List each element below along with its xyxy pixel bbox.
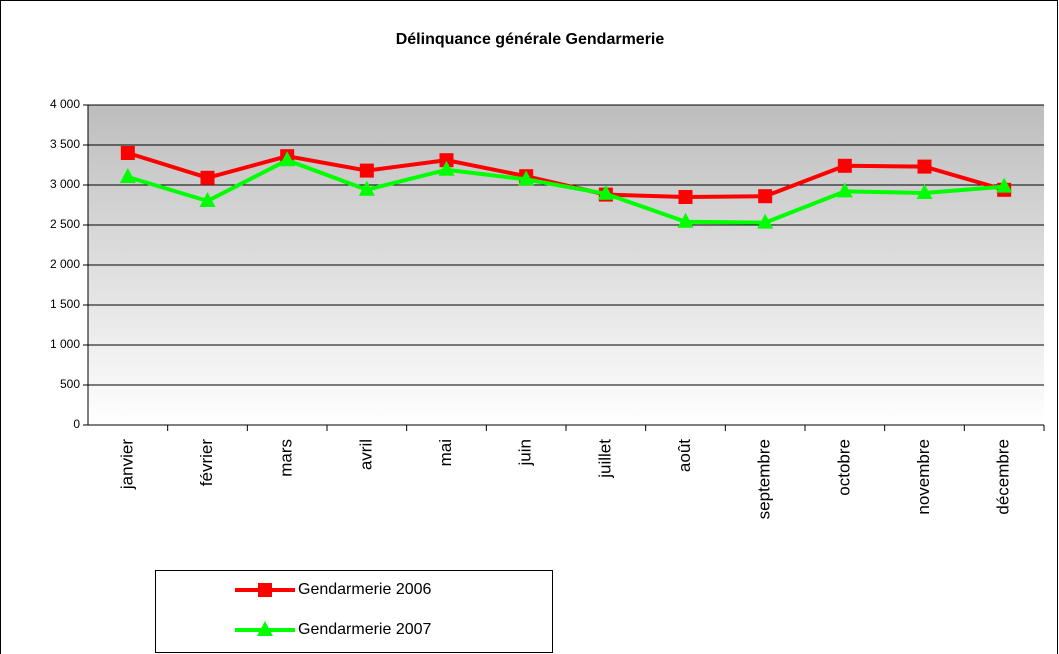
point bbox=[119, 168, 136, 183]
legend-label: Gendarmerie 2007 bbox=[298, 621, 432, 638]
point bbox=[836, 182, 853, 198]
point bbox=[597, 184, 614, 200]
x-tick-label: novembre bbox=[914, 439, 933, 515]
x-tick-label: mai bbox=[436, 439, 455, 466]
x-tick-label: septembre bbox=[755, 439, 774, 519]
x-tick-label: juin bbox=[516, 439, 535, 466]
point bbox=[678, 190, 693, 204]
y-tick-label: 2 500 bbox=[50, 217, 80, 231]
x-tick-label: décembre bbox=[994, 439, 1013, 515]
legend-marker bbox=[258, 583, 272, 597]
point bbox=[518, 170, 535, 186]
chart-title: Délinquance générale Gendarmerie bbox=[396, 31, 665, 48]
y-tick-label: 1 500 bbox=[50, 297, 80, 311]
legend bbox=[155, 570, 553, 653]
point bbox=[120, 146, 135, 160]
y-tick-label: 500 bbox=[60, 377, 80, 391]
x-tick-label: février bbox=[197, 439, 216, 487]
x-tick-label: mars bbox=[277, 439, 296, 477]
point bbox=[199, 192, 216, 207]
y-tick-label: 4 000 bbox=[50, 97, 80, 111]
legend-label: Gendarmerie 2006 bbox=[298, 581, 432, 598]
y-tick-label: 1 000 bbox=[50, 337, 80, 351]
y-tick-label: 2 000 bbox=[50, 257, 80, 271]
y-tick-label: 3 000 bbox=[50, 177, 80, 191]
point bbox=[758, 189, 773, 204]
x-tick-label: octobre bbox=[834, 439, 853, 496]
point bbox=[438, 160, 455, 176]
point bbox=[916, 184, 933, 199]
series-line bbox=[127, 158, 1005, 225]
point bbox=[677, 212, 694, 228]
point bbox=[837, 158, 852, 173]
legend-marker bbox=[257, 621, 273, 636]
point bbox=[439, 153, 454, 168]
point bbox=[359, 163, 374, 178]
x-tick-label: juillet bbox=[595, 439, 614, 479]
point bbox=[358, 180, 375, 196]
point bbox=[279, 151, 296, 167]
y-tick-label: 3 500 bbox=[50, 137, 80, 151]
point bbox=[200, 170, 215, 185]
x-tick-label: avril bbox=[356, 439, 375, 470]
y-tick-label: 0 bbox=[73, 417, 80, 431]
point bbox=[757, 213, 774, 229]
point bbox=[917, 159, 932, 174]
point bbox=[996, 177, 1013, 193]
x-tick-label: janvier bbox=[117, 439, 136, 490]
x-tick-label: août bbox=[675, 439, 694, 472]
